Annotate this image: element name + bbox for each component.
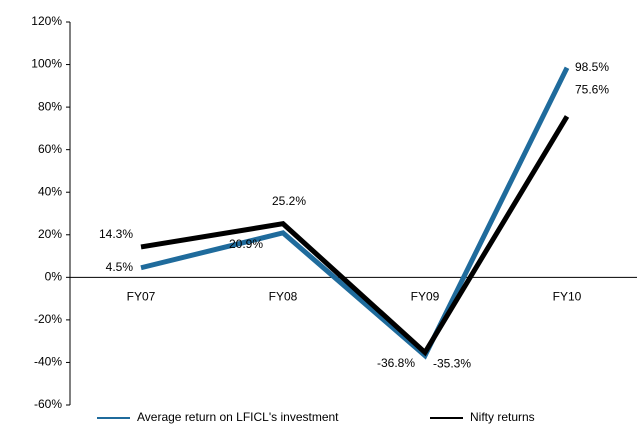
x-tick-label: FY10 [553,290,582,304]
y-tick-label: 40% [38,184,62,198]
series-line [140,66,570,360]
data-label: 75.6% [575,83,609,97]
y-tick-label: 80% [38,99,62,113]
data-label: 14.3% [99,227,133,241]
series-line [140,115,570,357]
data-label: -36.8% [377,356,415,370]
data-label: 20.9% [229,237,263,251]
legend-label: Average return on LFICL's investment [137,410,339,424]
legend-label: Nifty returns [470,410,535,424]
y-tick-label: 120% [31,14,62,28]
y-tick-label: 100% [31,57,62,71]
y-tick-label: -20% [34,312,62,326]
data-label: -35.3% [433,357,471,371]
y-tick-label: 20% [38,227,62,241]
data-label: 98.5% [575,60,609,74]
y-tick-label: -40% [34,355,62,369]
y-tick-label: 60% [38,142,62,156]
x-tick-label: FY09 [411,290,440,304]
y-tick-label: -60% [34,397,62,411]
x-tick-label: FY08 [269,290,298,304]
data-label: 4.5% [106,260,134,274]
y-tick-label: 0% [45,270,63,284]
data-label: 25.2% [272,194,306,208]
x-tick-label: FY07 [127,290,156,304]
